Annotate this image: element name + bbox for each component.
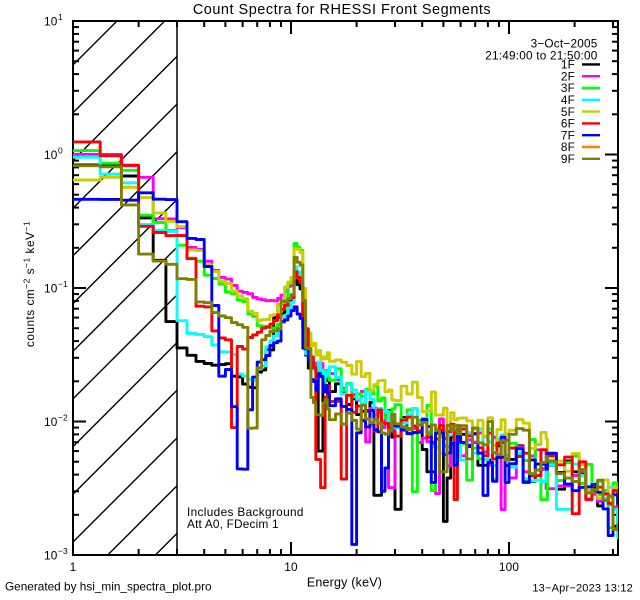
svg-text:13−Apr−2023 13:12: 13−Apr−2023 13:12: [532, 583, 633, 595]
svg-text:counts cm−2 s−1 keV−1: counts cm−2 s−1 keV−1: [21, 221, 37, 347]
svg-text:Att A0, FDecim 1: Att A0, FDecim 1: [187, 517, 279, 531]
svg-text:8F: 8F: [561, 140, 575, 154]
svg-text:2F: 2F: [561, 69, 575, 83]
svg-text:Includes Background: Includes Background: [187, 505, 304, 519]
svg-text:Count Spectra for RHESSI Front: Count Spectra for RHESSI Front Segments: [193, 2, 491, 18]
svg-text:9F: 9F: [561, 152, 575, 166]
svg-text:10: 10: [44, 148, 58, 162]
svg-text:100: 100: [499, 560, 520, 574]
svg-text:−2: −2: [58, 412, 68, 422]
svg-text:10: 10: [284, 560, 298, 574]
svg-text:3−Oct−2005: 3−Oct−2005: [531, 36, 598, 50]
svg-text:6F: 6F: [561, 117, 575, 131]
svg-text:10: 10: [44, 15, 58, 29]
svg-text:0: 0: [58, 145, 63, 155]
svg-text:10: 10: [44, 282, 58, 296]
svg-text:7F: 7F: [561, 128, 575, 142]
svg-text:1F: 1F: [561, 58, 575, 72]
svg-text:10: 10: [44, 549, 58, 563]
svg-text:−3: −3: [58, 546, 68, 556]
svg-text:21:49:00 to 21:50:00: 21:49:00 to 21:50:00: [485, 48, 597, 62]
svg-text:4F: 4F: [561, 93, 575, 107]
svg-text:10: 10: [44, 415, 58, 429]
svg-text:1: 1: [58, 12, 63, 22]
svg-text:5F: 5F: [561, 105, 575, 119]
svg-text:1: 1: [70, 560, 77, 574]
svg-text:Generated by hsi_min_spectra_p: Generated by hsi_min_spectra_plot.pro: [5, 580, 212, 594]
svg-text:3F: 3F: [561, 81, 575, 95]
svg-text:Energy (keV): Energy (keV): [307, 576, 382, 590]
svg-text:−1: −1: [58, 279, 68, 289]
